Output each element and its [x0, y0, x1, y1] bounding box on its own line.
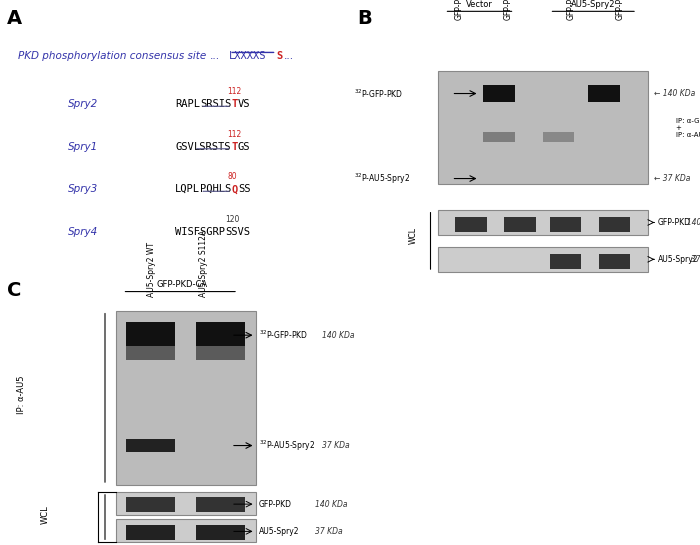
- Text: WCL: WCL: [409, 227, 417, 244]
- Text: $^{32}$P-AU5-Spry2: $^{32}$P-AU5-Spry2: [259, 438, 315, 453]
- Text: WCL: WCL: [41, 505, 50, 524]
- Text: PKD phosphorylation consensus site: PKD phosphorylation consensus site: [18, 51, 206, 61]
- Bar: [550, 217, 581, 232]
- Bar: [116, 311, 256, 485]
- Text: GFP-PKD-CA: GFP-PKD-CA: [156, 280, 208, 289]
- Text: PQHLS: PQHLS: [200, 184, 232, 194]
- Text: 140 KDa: 140 KDa: [322, 331, 354, 340]
- Text: WISFSGRP: WISFSGRP: [175, 227, 225, 237]
- Text: AU5-Spry2: AU5-Spry2: [571, 0, 615, 9]
- Text: 112: 112: [227, 87, 242, 96]
- Text: LSRSTS: LSRSTS: [194, 142, 232, 152]
- Text: ← 37 KDa: ← 37 KDa: [654, 174, 691, 183]
- Text: RAPL: RAPL: [175, 99, 200, 109]
- Bar: [588, 85, 620, 102]
- Bar: [598, 217, 630, 232]
- Bar: [550, 253, 581, 269]
- Text: IP: α-GFP
+
IP: α-AU5: IP: α-GFP + IP: α-AU5: [676, 118, 700, 137]
- Text: 80: 80: [227, 172, 237, 181]
- Text: GFP-PKD-CA: GFP-PKD-CA: [616, 0, 625, 20]
- Bar: [504, 217, 536, 232]
- Text: 140 KDa: 140 KDa: [315, 500, 347, 508]
- Text: Spry4: Spry4: [68, 227, 98, 237]
- Text: SSVS: SSVS: [225, 227, 251, 237]
- Text: GFP-PKD-CA: GFP-PKD-CA: [504, 0, 513, 20]
- Text: S: S: [276, 51, 283, 61]
- Text: AU5-Spry2 WT: AU5-Spry2 WT: [147, 242, 156, 297]
- Text: SS: SS: [238, 184, 251, 194]
- Text: Vector: Vector: [466, 0, 493, 9]
- Text: 120: 120: [225, 215, 240, 224]
- Text: Spry2: Spry2: [68, 99, 98, 109]
- Text: LQPL: LQPL: [175, 184, 200, 194]
- Bar: [438, 210, 648, 235]
- Bar: [483, 85, 514, 102]
- Bar: [438, 71, 648, 184]
- Text: $^{32}$P-GFP-PKD: $^{32}$P-GFP-PKD: [259, 329, 308, 341]
- Text: C: C: [7, 281, 22, 300]
- Bar: [126, 497, 175, 512]
- Text: GFP-PKD-KD: GFP-PKD-KD: [567, 0, 576, 20]
- Text: LXXXXS: LXXXXS: [230, 51, 267, 61]
- Text: 37 KDa: 37 KDa: [322, 441, 349, 450]
- Text: 37 KDa: 37 KDa: [315, 527, 342, 536]
- Bar: [116, 519, 256, 542]
- Bar: [196, 322, 245, 346]
- Text: 37 KDa: 37 KDa: [686, 255, 700, 264]
- Text: B: B: [357, 9, 372, 27]
- Text: T: T: [232, 142, 238, 152]
- Text: GSV: GSV: [175, 142, 194, 152]
- Text: AU5-Spry2 S112A: AU5-Spry2 S112A: [199, 230, 209, 297]
- Text: VS: VS: [238, 99, 251, 109]
- Bar: [598, 253, 630, 269]
- Text: 112: 112: [227, 130, 242, 139]
- Bar: [126, 439, 175, 452]
- Bar: [196, 524, 245, 540]
- Text: ...: ...: [284, 51, 293, 61]
- Text: Spry3: Spry3: [68, 184, 98, 194]
- Text: GS: GS: [238, 142, 251, 152]
- Bar: [455, 217, 486, 232]
- Bar: [483, 132, 514, 142]
- Text: IP: α-AU5: IP: α-AU5: [18, 376, 27, 414]
- Text: GFP-PKD: GFP-PKD: [658, 218, 691, 227]
- Text: GFP-PKD: GFP-PKD: [259, 500, 292, 508]
- Text: $^{32}$P-AU5-Spry2: $^{32}$P-AU5-Spry2: [354, 171, 410, 186]
- Bar: [116, 492, 256, 515]
- Text: GFP-PKD-KD: GFP-PKD-KD: [455, 0, 464, 20]
- Text: A: A: [7, 9, 22, 27]
- Text: AU5-Spry2: AU5-Spry2: [658, 255, 699, 264]
- Text: T: T: [232, 99, 238, 109]
- Bar: [196, 346, 245, 360]
- Text: SRSIS: SRSIS: [200, 99, 232, 109]
- Bar: [542, 132, 574, 142]
- Bar: [438, 246, 648, 272]
- Text: AU5-Spry2: AU5-Spry2: [259, 527, 300, 536]
- Text: Spry1: Spry1: [68, 142, 98, 152]
- Text: $^{32}$P-GFP-PKD: $^{32}$P-GFP-PKD: [354, 87, 402, 100]
- Text: ← 140 KDa: ← 140 KDa: [654, 89, 696, 98]
- Text: ...: ...: [210, 51, 220, 61]
- Bar: [196, 497, 245, 512]
- Text: Q: Q: [232, 184, 238, 194]
- Bar: [126, 524, 175, 540]
- Bar: [126, 346, 175, 360]
- Bar: [126, 322, 175, 346]
- Text: 140 KDa: 140 KDa: [682, 218, 700, 227]
